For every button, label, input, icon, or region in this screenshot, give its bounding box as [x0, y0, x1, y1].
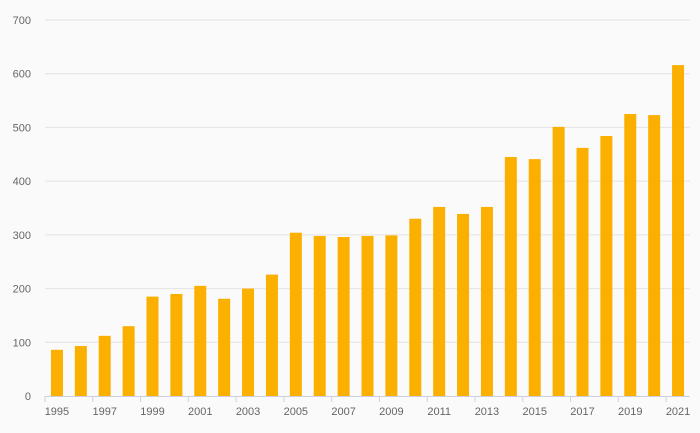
bar-2019	[624, 114, 637, 396]
bar-2013	[480, 206, 493, 396]
x-tick-label: 2005	[284, 406, 308, 418]
bar-2006	[313, 235, 326, 396]
x-tick-label: 1995	[45, 406, 69, 418]
x-tick-label: 2013	[475, 406, 499, 418]
bar-2012	[457, 213, 470, 396]
bar-2014	[504, 156, 517, 396]
bar-2007	[337, 237, 350, 396]
y-tick-label: 200	[13, 284, 31, 296]
bar-2015	[528, 159, 541, 396]
bar-2010	[409, 218, 422, 396]
bar-2001	[194, 285, 207, 396]
x-tick-label: 2015	[522, 406, 546, 418]
x-tick-label: 2011	[427, 406, 451, 418]
bar-1995	[50, 349, 63, 396]
bar-2018	[600, 136, 613, 396]
y-tick-label: 700	[13, 15, 31, 27]
bar-2004	[265, 274, 278, 396]
y-tick-label: 0	[25, 391, 31, 403]
bar-1997	[98, 335, 111, 396]
bar-2003	[242, 288, 255, 396]
x-tick-label: 1999	[140, 406, 164, 418]
x-tick-label: 2021	[666, 406, 690, 418]
bar-2005	[289, 232, 302, 396]
x-tick-label: 1997	[92, 406, 116, 418]
bar-2011	[433, 206, 446, 396]
bar-1998	[122, 326, 135, 396]
x-tick-label: 2017	[570, 406, 594, 418]
bar-2009	[385, 235, 398, 396]
y-tick-label: 400	[13, 176, 31, 188]
bar-1999	[146, 296, 159, 396]
bar-2020	[648, 115, 661, 397]
bar-1996	[74, 346, 87, 396]
bar-2000	[170, 293, 183, 396]
bar-2008	[361, 235, 374, 396]
x-tick-label: 2009	[379, 406, 403, 418]
x-tick-label: 2007	[331, 406, 355, 418]
y-tick-label: 600	[13, 69, 31, 81]
y-tick-label: 300	[13, 230, 31, 242]
bar-2021	[672, 65, 685, 397]
bar-2002	[218, 298, 231, 396]
x-tick-label: 2003	[236, 406, 260, 418]
bar-2017	[576, 147, 589, 396]
bar-2016	[552, 126, 565, 397]
y-tick-label: 100	[13, 337, 31, 349]
x-tick-label: 2019	[618, 406, 642, 418]
x-tick-label: 2001	[188, 406, 212, 418]
y-tick-label: 500	[13, 122, 31, 134]
